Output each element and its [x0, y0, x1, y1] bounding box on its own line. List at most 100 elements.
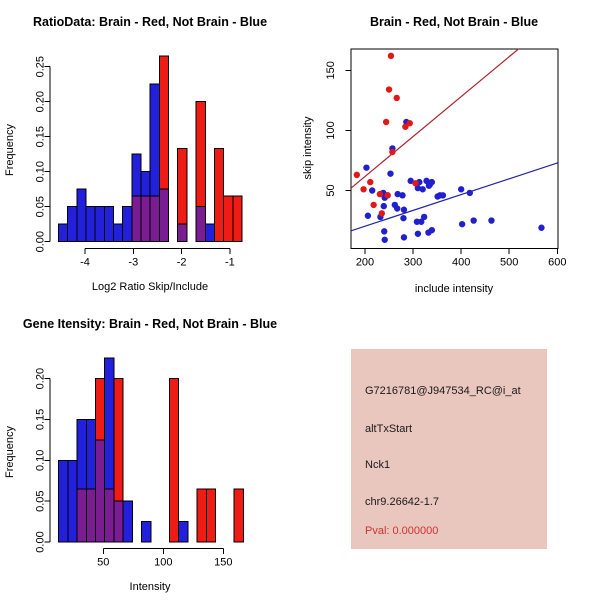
hist-bar-overlap — [140, 195, 151, 243]
scatter-point-blue — [414, 184, 422, 192]
locus-text: chr9.26642-1.7 — [365, 496, 439, 508]
tick-label: 400 — [452, 256, 470, 268]
hist-ratio-title: RatioData: Brain - Red, Not Brain - Blue — [32, 15, 268, 29]
scatter-point-blue — [439, 192, 447, 199]
scatter-point-blue — [364, 212, 372, 219]
scatter-point-blue — [420, 213, 428, 221]
scatter-point-blue — [470, 217, 477, 224]
scatter-point-red — [360, 186, 367, 193]
hist-bar-red — [232, 195, 243, 243]
hist-bar-blue — [67, 459, 78, 543]
hist-bar-overlap — [158, 188, 170, 243]
scatter-point-red — [402, 123, 409, 130]
hist-bar-blue — [94, 206, 105, 243]
hist-bar-blue — [85, 418, 97, 490]
tick-label: 150 — [325, 61, 337, 79]
hist-bar-overlap — [149, 195, 160, 243]
hist-bar-overlap — [195, 206, 206, 243]
hist-bar-overlap — [95, 439, 106, 543]
hist-bar-red — [223, 195, 234, 243]
hist-bar-red — [195, 101, 206, 208]
hist-bar-red — [213, 148, 225, 243]
scatter-point-blue — [419, 186, 426, 193]
hist-gene-ylabel: Frequency — [4, 426, 16, 478]
scatter-point-blue — [381, 236, 388, 243]
hist-bar-red — [233, 488, 244, 543]
scatter-point-blue — [394, 190, 401, 198]
scatter-ylabel: skip intensity — [302, 116, 314, 180]
scatter-point-red — [406, 119, 413, 127]
tick-label: 0.05 — [35, 196, 47, 217]
scatter-point-blue — [466, 189, 474, 197]
scatter-point-blue — [414, 230, 422, 237]
tick-label: 50 — [97, 557, 109, 569]
tick-label: 0.10 — [35, 450, 47, 471]
tick-label: 600 — [548, 256, 566, 268]
hist-bar-blue — [131, 153, 142, 197]
hist-bar-red — [113, 378, 124, 502]
scatter-point-blue — [428, 178, 436, 186]
hist-bar-red — [177, 148, 188, 225]
scatter-point-blue — [369, 187, 376, 194]
hist-bar-blue — [67, 206, 78, 243]
tick-label: -1 — [225, 256, 235, 268]
scatter-point-blue — [380, 202, 387, 210]
scatter-point-blue — [363, 164, 370, 171]
gene-name-text: Nck1 — [365, 459, 391, 471]
tick-label: 150 — [214, 557, 232, 569]
hist-gene-xlabel: Intensity — [129, 581, 171, 593]
tick-label: 50 — [325, 184, 337, 196]
scatter-point-blue — [381, 228, 388, 235]
hist-bar-red — [158, 55, 170, 190]
scatter-point-blue — [391, 201, 399, 209]
scatter-point-blue — [400, 234, 408, 241]
hist-bar-blue — [204, 223, 215, 243]
scatter-point-red — [384, 192, 391, 199]
hist-bar-blue — [112, 223, 124, 243]
hist-ratio-xlabel: Log2 Ratio Skip/Include — [91, 281, 209, 293]
scatter-point-red — [378, 210, 386, 217]
scatter-point-red — [376, 190, 384, 198]
hist-bar-blue — [104, 357, 115, 490]
scatter-point-red — [353, 171, 361, 179]
event-type-text: altTxStart — [365, 423, 413, 435]
hist-bar-red — [205, 488, 217, 543]
tick-label: 200 — [356, 256, 374, 268]
tick-label: -3 — [128, 256, 138, 268]
scatter-point-red — [387, 52, 395, 60]
tick-label: 0.00 — [35, 231, 47, 252]
scatter-point-blue — [400, 206, 408, 213]
tick-label: 0.15 — [35, 126, 47, 147]
tick-label: 0.20 — [35, 368, 47, 389]
scatter-point-blue — [458, 220, 466, 228]
tick-label: 300 — [404, 256, 422, 268]
hist-bar-blue — [122, 500, 133, 543]
tick-label: 0.25 — [35, 56, 47, 77]
scatter-title: Brain - Red, Not Brain - Blue — [369, 15, 539, 29]
hist-bar-blue — [122, 206, 133, 243]
tick-label: 0.10 — [35, 161, 47, 182]
scatter-point-blue — [428, 226, 436, 234]
tick-label: 0.05 — [35, 490, 47, 511]
tick-label: 500 — [500, 256, 518, 268]
scatter-point-blue — [418, 218, 425, 225]
hist-bar-red — [168, 378, 180, 543]
tick-label: -2 — [177, 256, 187, 268]
scatter-xlabel: include intensity — [414, 283, 494, 295]
scatter-point-blue — [399, 192, 406, 199]
tick-label: 0.20 — [35, 91, 47, 112]
hist-bar-blue — [57, 223, 69, 243]
hist-bar-red — [196, 488, 207, 543]
scatter-point-blue — [457, 186, 465, 193]
scatter-point-blue — [400, 214, 407, 222]
scatter-point-blue — [538, 224, 545, 231]
tick-label: 100 — [154, 557, 172, 569]
hist-bar-blue — [141, 521, 152, 543]
probe-id-text: G7216781@J947534_RC@i_at — [365, 385, 521, 397]
info-panel: G7216781@J947534_RC@i_at altTxStart Nck1… — [351, 349, 547, 549]
hist-bar-blue — [76, 188, 87, 243]
scatter-point-red — [385, 86, 393, 93]
hist-bar-blue — [140, 171, 151, 197]
tick-label: 100 — [325, 121, 337, 139]
hist-bar-overlap — [85, 488, 97, 543]
